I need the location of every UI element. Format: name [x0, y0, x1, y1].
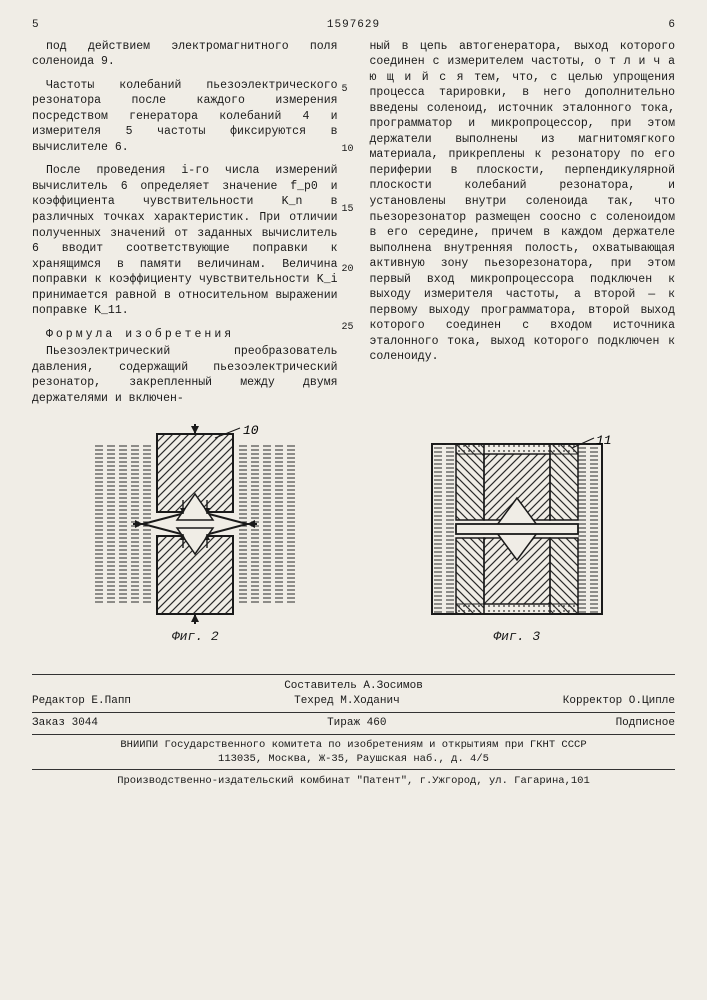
- header-row: 5 1597629 6: [32, 18, 675, 33]
- line-number: 10: [342, 143, 354, 157]
- page: 5 1597629 6 под действием электромагнитн…: [0, 0, 707, 800]
- corrector: Корректор О.Ципле: [563, 694, 675, 709]
- compiler: Составитель А.Зосимов: [32, 679, 675, 694]
- para: Пьезоэлектрический преобразователь давле…: [32, 344, 338, 406]
- doc-number: 1597629: [52, 18, 655, 33]
- figure-3-svg: 11: [422, 434, 612, 624]
- figure-3: 11 Фиг. 3: [422, 434, 612, 646]
- left-column: под действием электромагнитного поля сол…: [32, 39, 338, 406]
- figures-row: 10 Фиг. 2: [32, 424, 675, 646]
- tirazh: Тираж 460: [327, 716, 386, 731]
- page-num-left: 5: [32, 18, 52, 33]
- formula-heading: Формула изобретения: [32, 327, 338, 343]
- vniip-block: ВНИИПИ Государственного комитета по изоб…: [32, 735, 675, 769]
- line-number: 15: [342, 203, 354, 217]
- para: под действием электромагнитного поля сол…: [32, 39, 338, 70]
- vniip-line1: ВНИИПИ Государственного комитета по изоб…: [32, 738, 675, 752]
- footer: Производственно-издательский комбинат "П…: [32, 770, 675, 788]
- figure-2: 10 Фиг. 2: [95, 424, 295, 646]
- sub: Подписное: [616, 716, 675, 731]
- editor: Редактор Е.Папп: [32, 694, 131, 709]
- vniip-line2: 113035, Москва, Ж-35, Раушская наб., д. …: [32, 752, 675, 766]
- zakaz: Заказ 3044: [32, 716, 98, 731]
- order-row: Заказ 3044 Тираж 460 Подписное: [32, 713, 675, 735]
- line-number: 20: [342, 263, 354, 277]
- right-column: 5 10 15 20 25 ный в цепь автогенератора,…: [356, 39, 676, 406]
- figure-3-caption: Фиг. 3: [422, 628, 612, 646]
- techred: Техред М.Ходанич: [294, 694, 400, 709]
- figure-2-caption: Фиг. 2: [95, 628, 295, 646]
- para: Частоты колебаний пьезоэлектрического ре…: [32, 78, 338, 156]
- figure-2-svg: 10: [95, 424, 295, 624]
- figure-3-label: 11: [596, 434, 612, 448]
- line-number: 5: [342, 83, 354, 97]
- figure-2-label: 10: [243, 424, 259, 438]
- text-columns: под действием электромагнитного поля сол…: [32, 39, 675, 406]
- para: После проведения i-го числа измерений вы…: [32, 163, 338, 318]
- credits-block: Составитель А.Зосимов Редактор Е.Папп Те…: [32, 674, 675, 714]
- para: ный в цепь автогенератора, выход которог…: [370, 39, 676, 365]
- line-number: 25: [342, 321, 354, 335]
- page-num-right: 6: [655, 18, 675, 33]
